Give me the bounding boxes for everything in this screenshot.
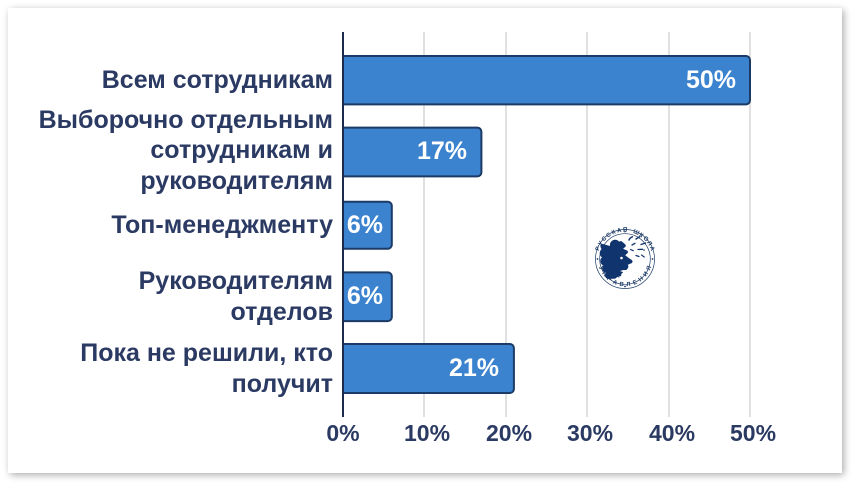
svg-text:В: В — [619, 282, 625, 289]
svg-text:Н: Н — [638, 276, 645, 283]
svg-text:А: А — [617, 228, 623, 235]
svg-text:Л: Л — [626, 282, 631, 289]
